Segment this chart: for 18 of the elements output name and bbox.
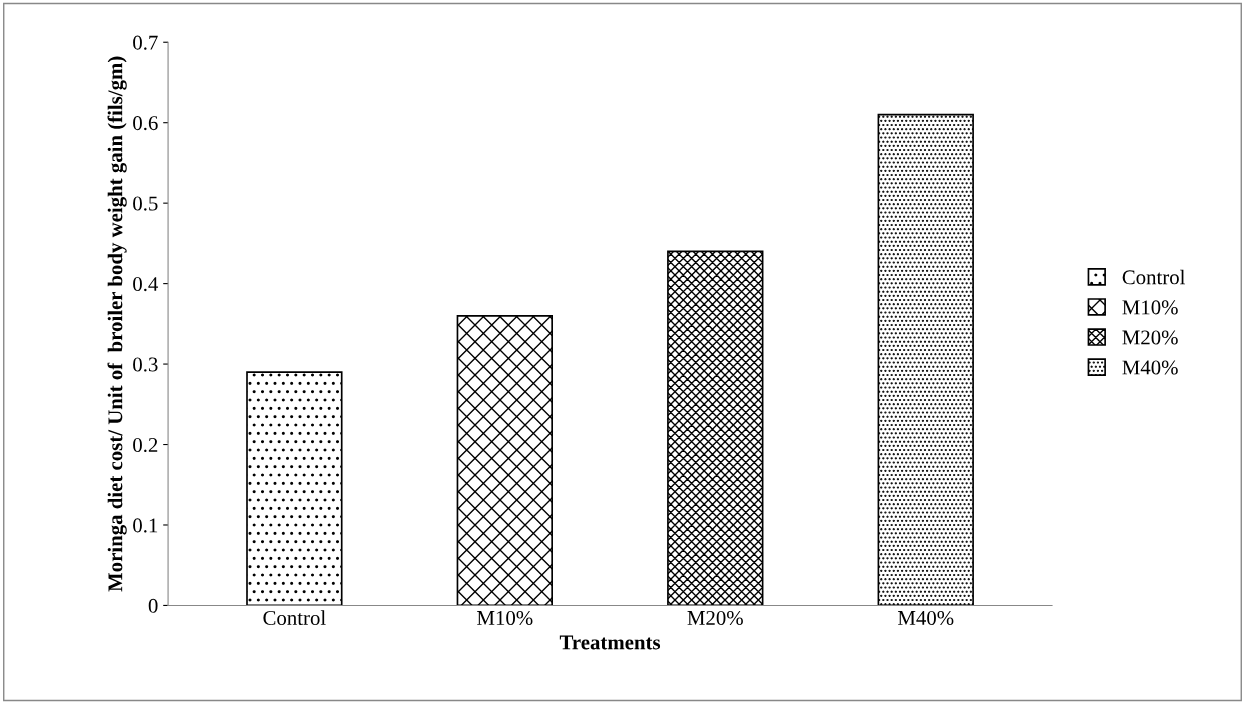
y-tick-label: 0.4 — [133, 276, 159, 292]
y-tick-label: 0.3 — [133, 357, 158, 372]
x-tick-label: Control — [263, 610, 326, 625]
y-tick-label: 0.2 — [133, 437, 158, 453]
x-tick-label: M10% — [477, 610, 533, 626]
y-tick-label: 0.1 — [133, 518, 158, 533]
x-axis-title: Treatments — [559, 635, 661, 650]
y-tick-label: 0 — [148, 598, 158, 613]
legend-label: M40% — [1122, 360, 1178, 375]
y-tick-label: 0.6 — [133, 116, 158, 131]
x-tick-label: M20% — [687, 610, 743, 626]
y-tick-label: 0.5 — [133, 196, 158, 211]
y-axis-title: Moringa diet cost/ Unit of broiler body weight gain (fils/gm) — [107, 56, 127, 592]
y-tick-label: 0.7 — [133, 35, 158, 50]
x-tick-label: M40% — [897, 610, 954, 626]
legend-label: M10% — [1122, 300, 1178, 315]
legend-label: Control — [1122, 269, 1186, 285]
legend-label: M20% — [1122, 330, 1178, 345]
